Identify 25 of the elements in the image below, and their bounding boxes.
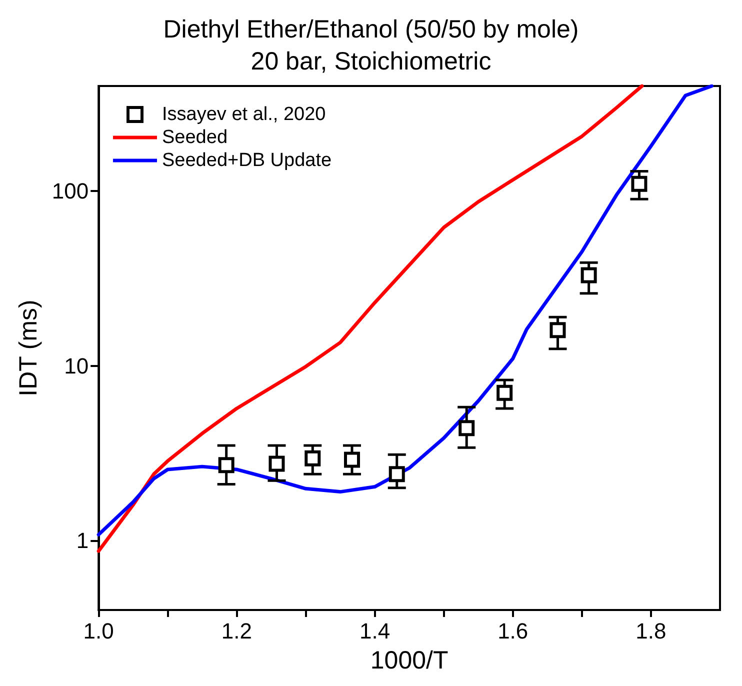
point [268, 456, 285, 472]
legend-label: Seeded+DB Update [162, 150, 332, 171]
point [496, 384, 513, 401]
x-tick-label: 1.0 [83, 618, 114, 644]
x-tick-label: 1.2 [221, 618, 252, 644]
point [344, 452, 360, 468]
point [458, 420, 475, 436]
point [550, 322, 566, 338]
point [304, 450, 321, 466]
x-tick-label: 1.8 [636, 618, 666, 644]
point [388, 466, 405, 482]
chart-title: Diethyl Ether/Ethanol (50/50 by mole) [163, 16, 579, 44]
point [580, 267, 597, 284]
y-axis-title: IDT (ms) [14, 300, 42, 396]
chart-subtitle: 20 bar, Stoichiometric [250, 48, 492, 76]
y-tick-label: 100 [52, 178, 89, 204]
x-tick-label: 1.6 [498, 618, 528, 644]
x-tick-label: 1.4 [359, 618, 390, 644]
legend-label: Seeded [162, 127, 228, 148]
point [218, 457, 234, 474]
point [631, 176, 648, 192]
x-axis-title: 1000/T [370, 646, 448, 674]
y-tick-label: 1 [76, 528, 89, 553]
legend-label: Issayev et al., 2020 [162, 104, 326, 125]
y-tick-label: 10 [64, 353, 89, 378]
